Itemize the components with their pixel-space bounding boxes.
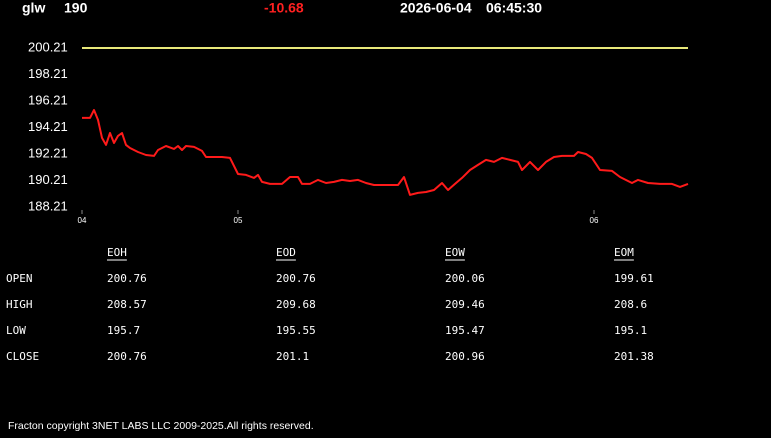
- cell: 209.68: [276, 298, 316, 311]
- y-tick-label: 198.21: [28, 66, 68, 81]
- row-label: CLOSE: [6, 350, 39, 363]
- last-price: 190: [64, 0, 88, 16]
- y-tick-label: 190.21: [28, 172, 68, 187]
- x-tick-label: 06: [590, 216, 599, 225]
- y-tick-label: 194.21: [28, 119, 68, 134]
- cell: 200.76: [107, 350, 147, 363]
- x-tick-label: 04: [78, 216, 87, 225]
- y-tick-label: 192.21: [28, 145, 68, 160]
- row-label: HIGH: [6, 298, 33, 311]
- price-change: -10.68: [264, 0, 304, 16]
- cell: 195.7: [107, 324, 140, 337]
- cell: 195.1: [614, 324, 647, 337]
- column-header: EOH: [107, 246, 127, 259]
- column-header: EOW: [445, 246, 465, 259]
- date: 2026-06-04: [400, 0, 472, 16]
- cell: 195.47: [445, 324, 485, 337]
- column-header: EOD: [276, 246, 296, 259]
- x-tick-label: 05: [234, 216, 243, 225]
- cell: 209.46: [445, 298, 485, 311]
- cell: 208.57: [107, 298, 147, 311]
- y-tick-label: 200.21: [28, 39, 68, 54]
- symbol: glw: [22, 0, 45, 16]
- row-label: LOW: [6, 324, 26, 337]
- cell: 199.61: [614, 272, 654, 285]
- cell: 200.06: [445, 272, 485, 285]
- price-line: [82, 109, 689, 196]
- cell: 200.76: [276, 272, 316, 285]
- y-tick-label: 188.21: [28, 198, 68, 213]
- cell: 208.6: [614, 298, 647, 311]
- row-label: OPEN: [6, 272, 33, 285]
- column-header: EOM: [614, 246, 634, 259]
- cell: 201.1: [276, 350, 309, 363]
- y-tick-label: 196.21: [28, 92, 68, 107]
- cell: 201.38: [614, 350, 654, 363]
- footer: Fracton copyright 3NET LABS LLC 2009-202…: [8, 420, 314, 432]
- cell: 200.76: [107, 272, 147, 285]
- cell: 200.96: [445, 350, 485, 363]
- time: 06:45:30: [486, 0, 542, 16]
- cell: 195.55: [276, 324, 316, 337]
